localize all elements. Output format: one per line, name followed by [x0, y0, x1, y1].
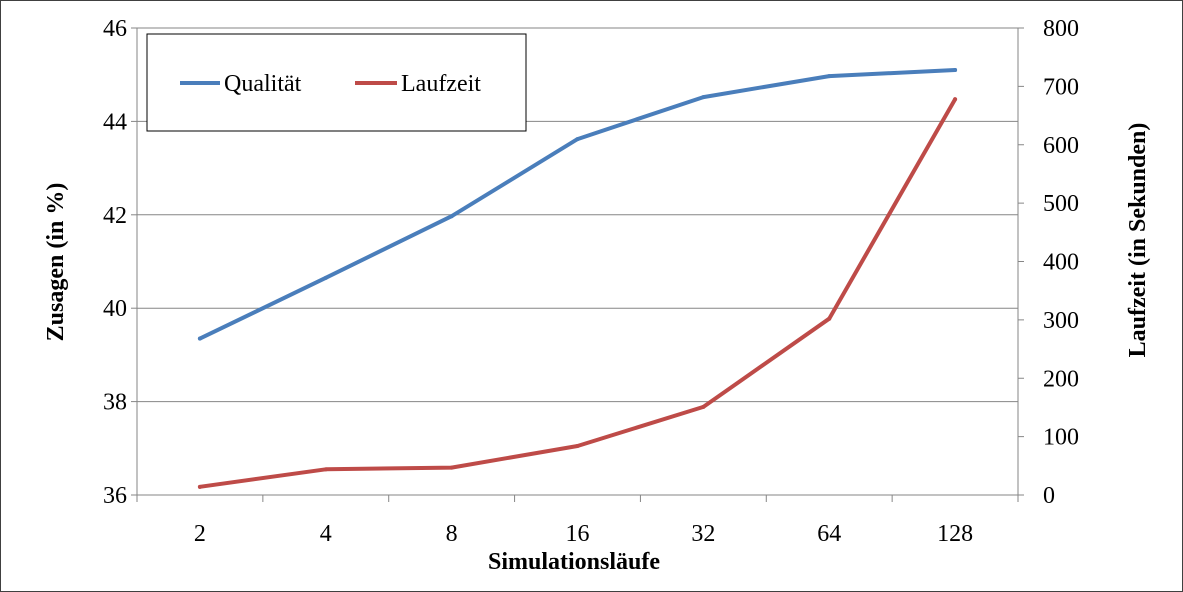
gridlines: [137, 27, 1018, 403]
x-tick-label: 64: [817, 521, 841, 547]
tick-labels: 36 38 40 42 44 46 0 100 200 300 400 500 600 700 800 2 4 8…: [103, 16, 1079, 547]
y2-tick-label: 0: [1043, 483, 1055, 509]
axes: [131, 27, 1024, 502]
y2-tick-label: 500: [1043, 191, 1079, 217]
series-lines: [197, 68, 958, 489]
y2-tick-label: 300: [1043, 308, 1079, 334]
y2-tick-label: 400: [1043, 250, 1079, 276]
y-tick-label: 44: [103, 109, 127, 135]
x-tick-label: 4: [320, 521, 332, 547]
y-tick-label: 38: [103, 390, 127, 416]
data-point: [449, 465, 454, 470]
x-tick-label: 8: [446, 521, 458, 547]
x-axis-title: Simulationsläufe: [488, 549, 660, 575]
data-point: [323, 467, 328, 472]
y-tick-label: 36: [103, 483, 127, 509]
y-tick-label: 46: [103, 16, 127, 42]
series-line-laufzeit: [197, 97, 958, 489]
y2-tick-label: 200: [1043, 366, 1079, 392]
data-point: [323, 275, 328, 280]
y-tick-label: 40: [103, 296, 127, 322]
data-point: [197, 484, 202, 489]
data-point: [449, 214, 454, 219]
data-point: [701, 95, 706, 100]
y-tick-label: 42: [103, 203, 127, 229]
data-point: [575, 443, 580, 448]
data-point: [953, 97, 958, 102]
y-axis-title: Zusagen (in %): [43, 183, 69, 342]
data-point: [575, 137, 580, 142]
data-point: [197, 336, 202, 341]
x-tick-label: 16: [566, 521, 590, 547]
x-tick-label: 128: [937, 521, 973, 547]
y2-tick-label: 700: [1043, 74, 1079, 100]
legend-label-laufzeit: Laufzeit: [401, 71, 481, 97]
data-point: [701, 404, 706, 409]
y2-tick-label: 800: [1043, 16, 1079, 42]
y2-axis-title: Laufzeit (in Sekunden): [1125, 123, 1151, 358]
legend: Qualität Laufzeit: [146, 33, 527, 132]
y2-tick-label: 100: [1043, 425, 1079, 451]
y2-tick-label: 600: [1043, 133, 1079, 159]
x-tick-label: 2: [194, 521, 206, 547]
data-point: [827, 316, 832, 321]
x-tick-label: 32: [691, 521, 715, 547]
data-point: [953, 68, 958, 73]
legend-label-qualitaet: Qualität: [224, 71, 302, 97]
data-point: [827, 74, 832, 79]
